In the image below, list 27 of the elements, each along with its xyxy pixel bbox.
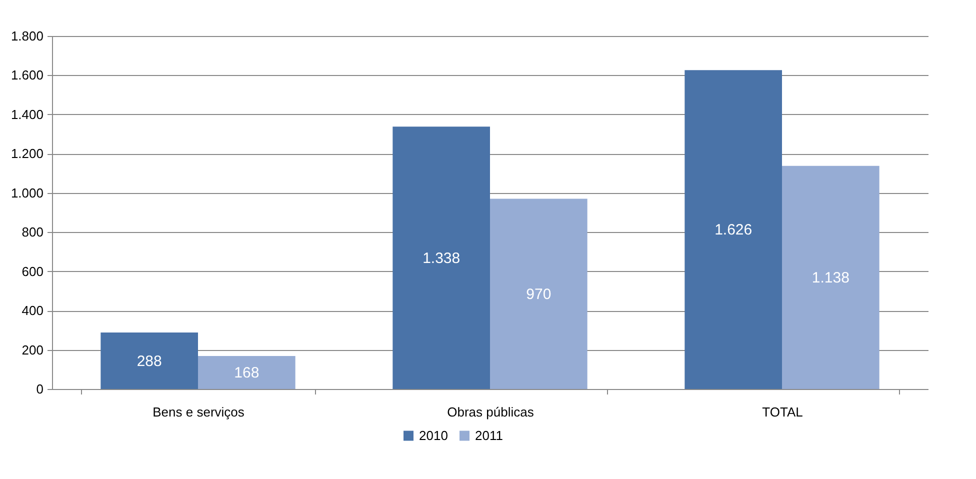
x-tick-label: Obras públicas xyxy=(447,404,534,420)
bar xyxy=(392,126,490,389)
y-tick-label: 1.600 xyxy=(10,68,44,83)
x-tick-label: TOTAL xyxy=(762,404,803,420)
y-tick-label: 1.200 xyxy=(10,146,44,162)
y-tick-label: 200 xyxy=(22,342,44,358)
y-tick-label: 1.800 xyxy=(10,28,44,44)
data-label: 1.338 xyxy=(422,250,460,267)
y-tick-label: 1.400 xyxy=(10,106,44,122)
bar xyxy=(490,198,588,389)
y-tick-label: 600 xyxy=(22,264,44,279)
data-label: 288 xyxy=(136,352,162,370)
bar xyxy=(100,332,198,389)
bar xyxy=(782,166,880,389)
legend-label: 2010 xyxy=(419,428,448,443)
bar xyxy=(684,70,782,389)
data-label: 168 xyxy=(234,364,260,382)
data-label: 970 xyxy=(526,286,552,303)
y-tick-label: 1.000 xyxy=(10,185,44,200)
y-tick-label: 400 xyxy=(22,303,44,318)
x-tick-label: Bens e serviços xyxy=(152,404,245,420)
legend-label: 2011 xyxy=(475,428,503,443)
data-label: 1.626 xyxy=(714,222,752,239)
y-tick-label: 800 xyxy=(22,224,44,240)
bar xyxy=(198,356,296,389)
y-tick-label: 0 xyxy=(36,382,44,396)
data-label: 1.138 xyxy=(812,269,850,286)
